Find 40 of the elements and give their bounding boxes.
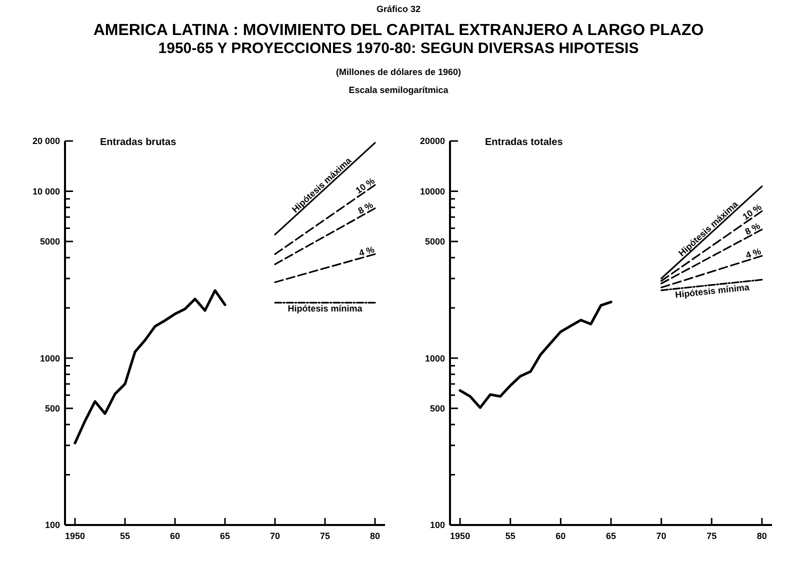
x-tick-label: 70	[656, 531, 666, 541]
text: 10 %	[740, 202, 764, 222]
text: Gráfico 32	[376, 4, 421, 14]
y-tick-label: 100	[430, 520, 445, 530]
y-tick-label: 100	[44, 520, 60, 530]
text: 8 %	[356, 200, 375, 216]
x-tick-label: 75	[706, 531, 717, 541]
x-tick-label: 80	[370, 531, 380, 541]
annotation: Entradas brutas	[100, 137, 177, 148]
y-tick-label: 10000	[420, 186, 445, 196]
y-tick-label: 5000	[40, 236, 60, 247]
y-tick-label: 10 000	[32, 186, 60, 196]
chart-subtitle: (Millones de dólares de 1960)	[336, 67, 462, 77]
chart-title: AMERICA LATINA : MOVIMIENTO DEL CAPITAL EXTRANJERO A LARGO PLAZO 1950-65 Y PROYECCIONES 1970-80: SEGUN DIVERSAS HIPOTESIS	[93, 22, 704, 57]
x-tick-label: 1950	[64, 531, 86, 541]
x-tick-label: 75	[320, 531, 330, 541]
x-tick-label: 60	[556, 531, 566, 541]
text: 8 %	[743, 220, 762, 237]
y-tick-label: 20 000	[32, 136, 60, 146]
y-tick-label: 1000	[424, 353, 445, 364]
x-tick-label: 70	[270, 531, 280, 541]
text: Escala semilogarítmica	[348, 85, 450, 95]
text: 4 %	[358, 244, 376, 258]
x-tick-label: 55	[505, 531, 516, 541]
y-tick-label: 20000	[420, 136, 445, 146]
text: 10 %	[354, 176, 376, 196]
y-tick-label: 1000	[40, 353, 60, 364]
text: Hipótesis mínima	[674, 282, 751, 300]
x-tick-label: 1950	[450, 531, 470, 541]
x-tick-label: 65	[220, 531, 230, 541]
series-label: Hipótesis mínima	[288, 304, 364, 314]
x-tick-label: 65	[606, 531, 616, 541]
x-tick-label: 80	[756, 531, 767, 541]
x-tick-label: 60	[170, 531, 180, 541]
y-tick-label: 500	[430, 404, 445, 414]
y-tick-label: 5000	[424, 236, 445, 247]
annotation: Entradas totales	[485, 137, 564, 148]
y-tick-label: 500	[44, 404, 60, 414]
x-tick-label: 55	[120, 531, 130, 541]
text: 4 %	[744, 246, 762, 260]
